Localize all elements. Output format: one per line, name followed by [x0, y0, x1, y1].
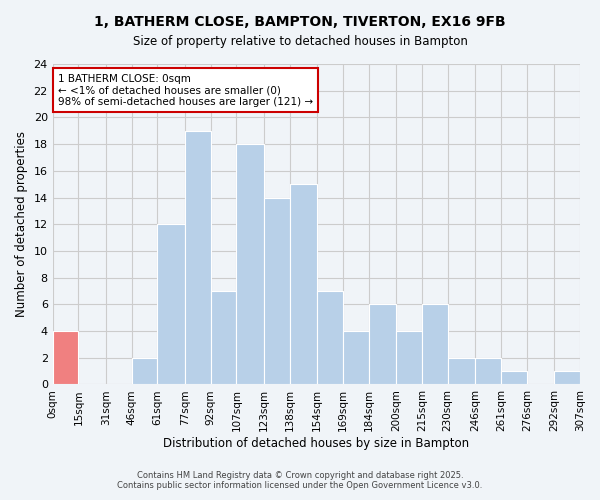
Bar	[554, 371, 580, 384]
Bar	[317, 291, 343, 384]
Text: Size of property relative to detached houses in Bampton: Size of property relative to detached ho…	[133, 35, 467, 48]
Bar	[448, 358, 475, 384]
Bar	[501, 371, 527, 384]
Bar	[131, 358, 157, 384]
Bar	[369, 304, 396, 384]
Bar	[475, 358, 501, 384]
Bar	[422, 304, 448, 384]
Y-axis label: Number of detached properties: Number of detached properties	[15, 131, 28, 317]
Bar	[211, 291, 236, 384]
Bar	[396, 331, 422, 384]
X-axis label: Distribution of detached houses by size in Bampton: Distribution of detached houses by size …	[163, 437, 469, 450]
Text: 1, BATHERM CLOSE, BAMPTON, TIVERTON, EX16 9FB: 1, BATHERM CLOSE, BAMPTON, TIVERTON, EX1…	[94, 15, 506, 29]
Bar	[157, 224, 185, 384]
Text: Contains HM Land Registry data © Crown copyright and database right 2025.
Contai: Contains HM Land Registry data © Crown c…	[118, 470, 482, 490]
Bar	[236, 144, 264, 384]
Bar	[290, 184, 317, 384]
Bar	[343, 331, 369, 384]
Bar	[264, 198, 290, 384]
Bar	[185, 131, 211, 384]
Text: 1 BATHERM CLOSE: 0sqm
← <1% of detached houses are smaller (0)
98% of semi-detac: 1 BATHERM CLOSE: 0sqm ← <1% of detached …	[58, 74, 313, 107]
Bar	[53, 331, 79, 384]
